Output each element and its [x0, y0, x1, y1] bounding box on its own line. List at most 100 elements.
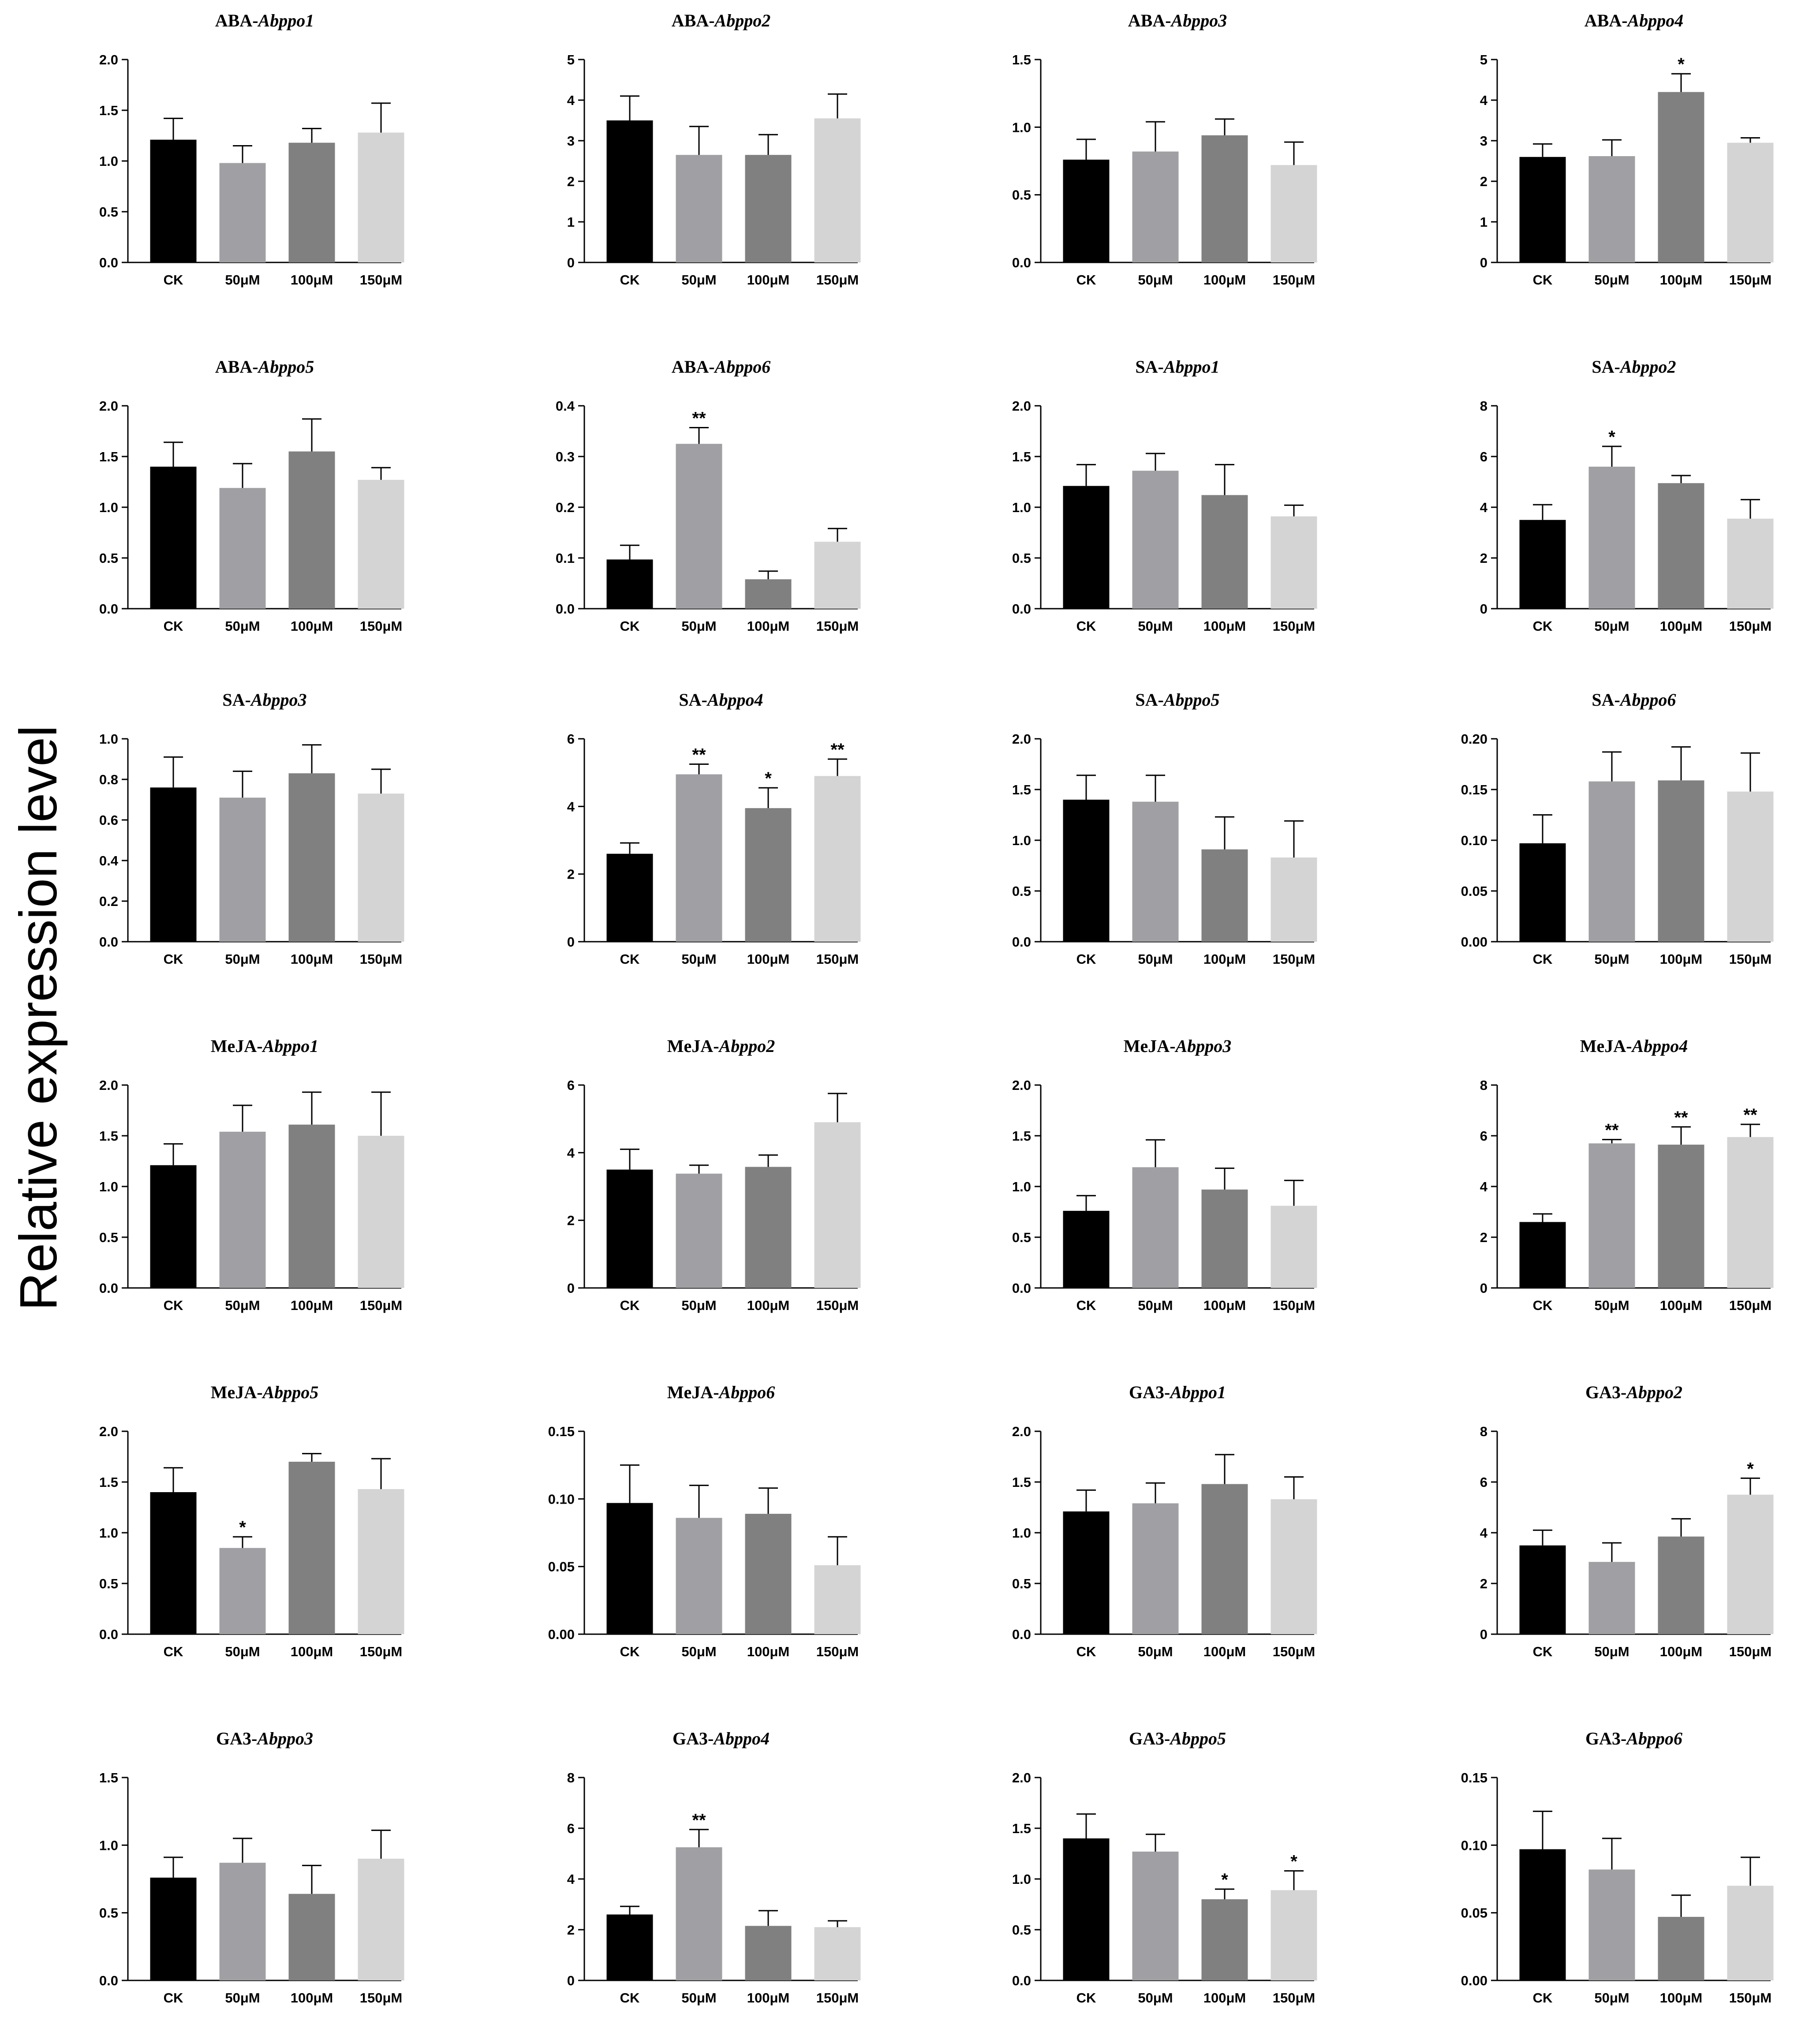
panel-aba-abppo4: ABA-Abppo4 0 1 2 3 4 5 CK 50μM * 100μM 150μM: [1480, 11, 1774, 288]
y-tick-label: 1.0: [99, 1838, 118, 1853]
title-gene: Abppo6: [718, 1382, 775, 1402]
y-tick-label: 2: [567, 1213, 575, 1228]
y-tick-label: 0.2: [99, 894, 118, 909]
panel-meja-abppo2: MeJA-Abppo2 0 2 4 6 CK 50μM 100μM 150μM: [567, 1036, 861, 1313]
title-prefix: GA3-: [1129, 1382, 1170, 1402]
significance-marker: *: [765, 769, 772, 788]
bar-100um: [1658, 483, 1704, 609]
x-tick-label: 150μM: [1729, 272, 1772, 288]
title-gene: Abppo3: [256, 1729, 313, 1748]
panel-aba-abppo2: ABA-Abppo2 0 1 2 3 4 5 CK 50μM 100μM 150μM: [567, 11, 861, 288]
panel-aba-abppo6: ABA-Abppo6 0.0 0.1 0.2 0.3 0.4 CK ** 50μM 100μM 15…: [556, 357, 861, 634]
y-tick-label: 0.5: [1012, 1922, 1031, 1938]
title-gene: Abppo4: [1626, 11, 1684, 30]
panel-aba-abppo1: ABA-Abppo1 0.0 0.5 1.0 1.5 2.0 CK 50μM 100μM 150μ…: [99, 11, 404, 288]
y-tick-label: 1.5: [99, 1475, 118, 1490]
y-tick-label: 8: [1480, 1424, 1487, 1439]
title-prefix: SA-: [1592, 357, 1620, 377]
y-tick-label: 1.0: [1012, 120, 1031, 135]
title-gene: Abppo6: [714, 357, 771, 377]
title-prefix: SA-: [1592, 690, 1620, 710]
y-tick-label: 0.05: [1461, 1905, 1487, 1921]
x-tick-label: CK: [1076, 272, 1096, 288]
y-tick-label: 0.0: [1012, 1627, 1031, 1642]
y-tick-label: 0.15: [1461, 782, 1487, 797]
x-tick-label: 50μM: [681, 951, 716, 967]
panel-sa-abppo4: SA-Abppo4 0 2 4 6 CK ** 50μM * 100μM ** 150μM: [567, 690, 861, 967]
bar-100um: [745, 1514, 792, 1634]
y-tick-label: 0.6: [99, 812, 118, 828]
bar-150um: [358, 1489, 404, 1634]
x-tick-label: 150μM: [1729, 1298, 1772, 1313]
bar-150um: [814, 1565, 861, 1634]
y-tick-label: 0.10: [548, 1491, 575, 1507]
bar-ck: [1063, 1211, 1110, 1288]
y-tick-label: 2.0: [1012, 1424, 1031, 1439]
y-tick-label: 1.5: [1012, 1821, 1031, 1836]
bar-50um: [1132, 1503, 1179, 1634]
x-tick-label: 50μM: [1138, 951, 1173, 967]
panel-sa-abppo5: SA-Abppo5 0.0 0.5 1.0 1.5 2.0 CK 50μM 100μM 150μM: [1012, 690, 1317, 967]
panel-title: ABA-Abppo6: [672, 357, 770, 377]
bar-ck: [1063, 1838, 1110, 1980]
y-tick-label: 0: [1480, 1280, 1487, 1296]
title-gene: Abppo6: [1619, 690, 1676, 710]
x-tick-label: 150μM: [1273, 1990, 1315, 2006]
x-tick-label: CK: [1533, 272, 1553, 288]
y-tick-label: 2: [1480, 1576, 1487, 1591]
title-prefix: MeJA-: [1124, 1036, 1176, 1056]
x-tick-label: 50μM: [681, 1644, 716, 1659]
bar-ck: [1063, 800, 1110, 942]
panel-title: GA3-Abppo5: [1129, 1729, 1226, 1748]
y-tick-label: 1.5: [99, 449, 118, 464]
bar-100um: [1658, 780, 1704, 942]
x-tick-label: 100μM: [291, 1990, 333, 2006]
x-tick-label: 150μM: [1729, 1644, 1772, 1659]
y-tick-label: 0.1: [556, 550, 575, 566]
x-tick-label: 50μM: [1138, 1298, 1173, 1313]
panel-title: MeJA-Abppo5: [211, 1382, 318, 1402]
bar-100um: [1201, 849, 1248, 942]
y-tick-label: 1.5: [99, 1770, 118, 1785]
x-tick-label: 150μM: [360, 951, 403, 967]
panel-sa-abppo2: SA-Abppo2 0 2 4 6 8 CK * 50μM 100μM 150μM: [1480, 357, 1774, 634]
y-tick-label: 2.0: [99, 1078, 118, 1093]
panel-title: GA3-Abppo1: [1129, 1382, 1226, 1402]
title-gene: Abppo2: [1625, 1382, 1682, 1402]
panel-title: ABA-Abppo5: [215, 357, 314, 377]
y-tick-label: 0.0: [99, 601, 118, 617]
title-prefix: ABA-: [215, 11, 258, 30]
y-tick-label: 4: [1480, 1179, 1488, 1194]
bar-150um: [358, 1136, 404, 1288]
y-tick-label: 2.0: [1012, 731, 1031, 747]
bar-50um: [1588, 1562, 1635, 1634]
x-tick-label: CK: [164, 272, 183, 288]
bar-100um: [288, 773, 335, 942]
x-tick-label: 150μM: [1273, 618, 1315, 634]
y-tick-label: 0.0: [556, 601, 575, 617]
title-prefix: GA3-: [1585, 1382, 1626, 1402]
bar-100um: [1201, 135, 1248, 262]
bar-50um: [676, 1173, 722, 1288]
y-tick-label: 0.0: [99, 934, 118, 950]
bar-150um: [358, 479, 404, 609]
y-tick-label: 2: [1480, 174, 1487, 189]
bar-50um: [1132, 151, 1179, 262]
title-prefix: MeJA-: [211, 1382, 263, 1402]
bar-ck: [1519, 1222, 1566, 1288]
panel-ga3-abppo2: GA3-Abppo2 0 2 4 6 8 CK 50μM 100μM * 150μM: [1480, 1382, 1774, 1659]
title-prefix: GA3-: [216, 1729, 257, 1748]
panel-meja-abppo1: MeJA-Abppo1 0.0 0.5 1.0 1.5 2.0 CK 50μM 100μM 150…: [99, 1036, 404, 1313]
panel-sa-abppo1: SA-Abppo1 0.0 0.5 1.0 1.5 2.0 CK 50μM 100μM 150μM: [1012, 357, 1317, 634]
panel-meja-abppo6: MeJA-Abppo6 0.00 0.05 0.10 0.15 CK 50μM 100μM 15…: [548, 1382, 861, 1659]
bar-ck: [1519, 157, 1566, 262]
y-tick-label: 0.0: [99, 1280, 118, 1296]
significance-marker: *: [1608, 427, 1615, 447]
bar-50um: [1132, 801, 1179, 942]
bar-100um: [745, 1167, 792, 1288]
bar-150um: [1727, 791, 1774, 942]
significance-marker: **: [692, 408, 706, 428]
x-tick-label: 150μM: [1273, 272, 1315, 288]
y-tick-label: 0: [567, 1280, 575, 1296]
y-tick-label: 8: [567, 1770, 575, 1785]
